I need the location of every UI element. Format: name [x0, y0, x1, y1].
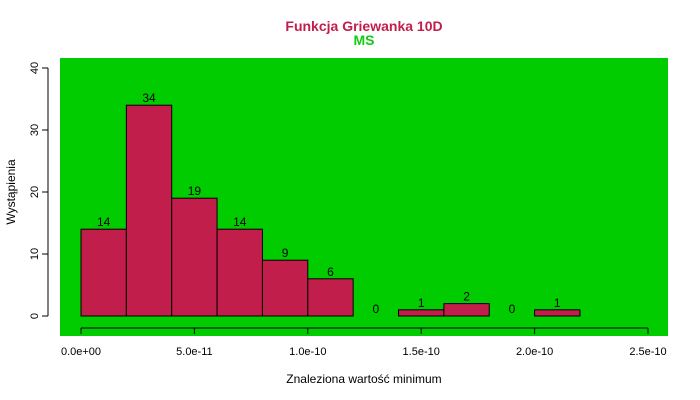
y-tick-label: 10 [29, 248, 41, 260]
x-axis: 0.0e+00 5.0e-11 1.0e-10 1.5e-10 2.0e-10 2.5e-… [61, 327, 667, 358]
x-tick-label: 1.5e-10 [403, 346, 440, 358]
bar-value-label: 0 [372, 302, 379, 316]
x-tick-label: 0.0e+00 [61, 346, 101, 358]
bar-value-label: 6 [327, 265, 334, 279]
histogram-bar [261, 259, 309, 317]
bar-value-label: 19 [188, 184, 202, 198]
x-tick-label: 2.5e-10 [629, 346, 666, 358]
y-tick-label: 20 [29, 186, 41, 198]
histogram-bar [398, 309, 445, 317]
y-tick-label: 40 [29, 62, 41, 74]
x-tick-label: 5.0e-11 [176, 346, 213, 358]
y-tick-label: 30 [29, 124, 41, 136]
x-tick-label: 2.0e-10 [516, 346, 553, 358]
y-axis: 0 10 20 30 40 [29, 62, 49, 319]
bar-value-label: 14 [97, 215, 111, 229]
bar-value-label: 34 [142, 91, 156, 105]
histogram-bars [80, 104, 581, 317]
histogram-bar [125, 104, 173, 317]
bar-value-label: 9 [282, 246, 289, 260]
histogram-bar [307, 278, 354, 317]
x-axis-label: Znaleziona wartość minimum [286, 372, 441, 386]
bar-value-label: 1 [554, 296, 561, 310]
bar-value-label: 14 [233, 215, 247, 229]
histogram-bar [80, 228, 127, 317]
bar-value-label: 1 [418, 296, 425, 310]
bar-value-label: 0 [509, 302, 516, 316]
bar-value-label: 2 [463, 290, 470, 304]
histogram-bar [216, 228, 263, 317]
histogram-bar [171, 197, 218, 317]
chart-title: Funkcja Griewanka 10D [285, 18, 442, 34]
y-axis-label: Wystąpienia [4, 159, 18, 225]
histogram-bar [443, 303, 490, 317]
y-tick-label: 0 [29, 313, 41, 319]
histogram-bar [534, 309, 581, 317]
bar-value-labels: 14 34 19 14 9 6 0 1 2 0 1 [97, 91, 561, 316]
chart-subtitle: MS [354, 32, 375, 48]
x-tick-label: 1.0e-10 [289, 346, 326, 358]
